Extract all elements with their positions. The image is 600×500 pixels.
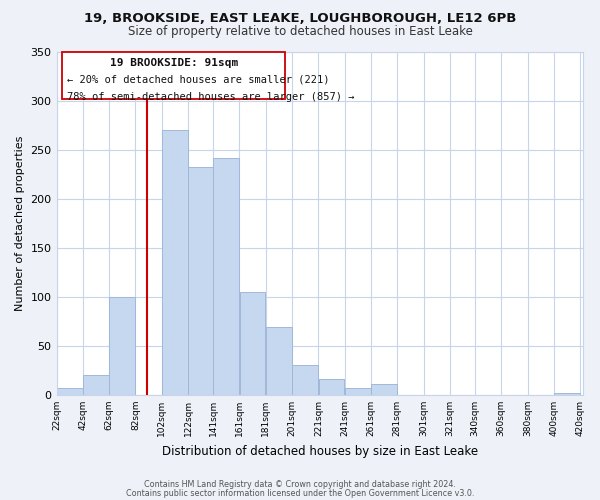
- Text: Contains HM Land Registry data © Crown copyright and database right 2024.: Contains HM Land Registry data © Crown c…: [144, 480, 456, 489]
- Bar: [162, 130, 188, 395]
- Bar: [214, 158, 239, 395]
- Bar: [319, 379, 344, 395]
- X-axis label: Distribution of detached houses by size in East Leake: Distribution of detached houses by size …: [161, 444, 478, 458]
- Bar: [554, 393, 580, 395]
- FancyBboxPatch shape: [62, 52, 286, 98]
- Bar: [83, 376, 109, 395]
- Text: 19, BROOKSIDE, EAST LEAKE, LOUGHBOROUGH, LE12 6PB: 19, BROOKSIDE, EAST LEAKE, LOUGHBOROUGH,…: [84, 12, 516, 26]
- Bar: [266, 327, 292, 395]
- Y-axis label: Number of detached properties: Number of detached properties: [15, 136, 25, 311]
- Text: 19 BROOKSIDE: 91sqm: 19 BROOKSIDE: 91sqm: [110, 58, 238, 68]
- Text: 78% of semi-detached houses are larger (857) →: 78% of semi-detached houses are larger (…: [67, 92, 355, 102]
- Bar: [240, 292, 265, 395]
- Bar: [292, 366, 318, 395]
- Bar: [371, 384, 397, 395]
- Bar: [109, 297, 135, 395]
- Bar: [57, 388, 83, 395]
- Bar: [188, 168, 213, 395]
- Text: Size of property relative to detached houses in East Leake: Size of property relative to detached ho…: [128, 25, 472, 38]
- Bar: [345, 388, 371, 395]
- Text: Contains public sector information licensed under the Open Government Licence v3: Contains public sector information licen…: [126, 489, 474, 498]
- Text: ← 20% of detached houses are smaller (221): ← 20% of detached houses are smaller (22…: [67, 75, 329, 85]
